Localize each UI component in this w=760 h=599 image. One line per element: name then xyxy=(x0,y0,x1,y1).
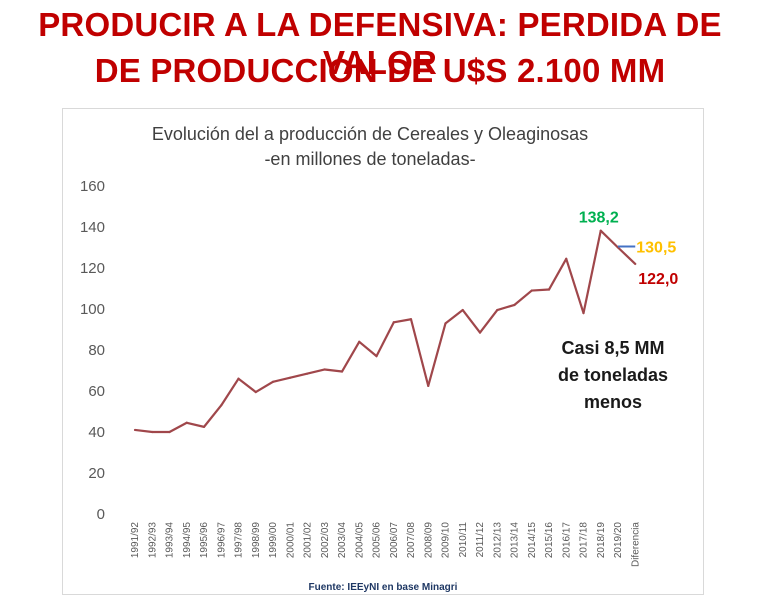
production-line-segment xyxy=(289,372,309,379)
x-tick-label: 2017/18 xyxy=(579,522,590,559)
x-tick-label: 1997/98 xyxy=(234,522,245,559)
production-line-segment xyxy=(254,380,275,394)
x-tick-label: 1996/97 xyxy=(216,522,227,559)
loss-annotation-line-3: menos xyxy=(584,392,642,412)
x-tick-label: 2002/03 xyxy=(320,522,331,559)
production-line-segment xyxy=(358,340,378,358)
production-line-segment xyxy=(547,257,568,291)
final-value-label: 122,0 xyxy=(638,271,678,288)
x-tick-label: 2000/01 xyxy=(285,522,296,559)
production-line-segment xyxy=(616,246,637,265)
headline-line-1: PRODUCIR A LA DEFENSIVA: PERDIDA DE VALO… xyxy=(38,6,722,81)
loss-annotation-line-1: Casi 8,5 MM xyxy=(561,338,664,358)
x-tick-label: 2016/17 xyxy=(561,522,572,559)
x-tick-label: 1993/94 xyxy=(165,522,176,559)
x-tick-label: 2005/06 xyxy=(372,522,383,559)
chart-title: Evolución del a producción de Cereales y… xyxy=(152,124,588,144)
production-line-segment xyxy=(220,377,240,407)
production-line-segment xyxy=(375,321,395,358)
y-tick-label: 120 xyxy=(80,260,105,277)
production-line-segment xyxy=(530,288,551,292)
x-tick-label: 1995/96 xyxy=(199,522,210,559)
x-axis: 1991/92 1992/93 1993/94 1994/95 1995/96 1996/… xyxy=(130,522,641,567)
peak-value-label: 138,2 xyxy=(579,210,619,227)
x-tick-label: 2004/05 xyxy=(354,522,365,559)
x-tick-label: 2003/04 xyxy=(337,522,348,559)
headline-line-2: DE PRODUCCION DE U$S 2.100 MM xyxy=(94,52,666,89)
x-tick-label: 1992/93 xyxy=(147,522,158,559)
production-line-segment xyxy=(513,289,533,306)
x-tick-label: 2009/10 xyxy=(441,522,452,559)
loss-annotation-line-2: de toneladas xyxy=(558,365,668,385)
production-line-segment xyxy=(202,404,223,428)
x-tick-label: 2011/12 xyxy=(475,522,486,558)
production-line-segment xyxy=(582,229,602,315)
production-line-segment xyxy=(323,368,344,373)
y-tick-label: 0 xyxy=(97,506,105,523)
production-line-segment xyxy=(409,318,430,387)
production-line-segment xyxy=(271,376,292,383)
production-line-segment xyxy=(168,421,188,434)
x-tick-label: 2008/09 xyxy=(423,522,434,559)
y-tick-label: 20 xyxy=(88,465,105,482)
x-tick-label: 1999/00 xyxy=(268,522,279,559)
production-line-segment xyxy=(444,308,464,325)
production-line-segment xyxy=(133,428,154,434)
x-tick-label: 2006/07 xyxy=(389,522,400,559)
x-tick-label: 2018/19 xyxy=(596,522,607,559)
production-line-segment xyxy=(306,368,326,375)
production-line-segment xyxy=(392,318,413,324)
y-tick-label: 60 xyxy=(88,383,105,400)
x-tick-label: 2010/11 xyxy=(458,522,469,558)
production-line-segment xyxy=(599,229,620,249)
x-tick-label: 2007/08 xyxy=(406,522,417,559)
y-tick-label: 160 xyxy=(80,178,105,195)
x-tick-label: 2012/13 xyxy=(492,522,503,559)
chart-panel: Evolución del a producción de Cereales y… xyxy=(62,108,704,595)
y-tick-label: 140 xyxy=(80,219,105,236)
production-line-segment xyxy=(185,421,206,428)
production-line-segment xyxy=(478,308,499,334)
y-tick-label: 40 xyxy=(88,424,105,441)
y-tick-label: 80 xyxy=(88,342,105,359)
production-line-segment xyxy=(565,257,585,315)
production-line-segment xyxy=(340,340,361,373)
x-tick-label: 2014/15 xyxy=(527,522,538,559)
x-tick-label: 1994/95 xyxy=(182,522,193,559)
x-tick-label: 2019/20 xyxy=(613,522,624,559)
plot-area xyxy=(133,229,637,434)
production-line-segment xyxy=(237,377,257,394)
x-tick-label: 2015/16 xyxy=(544,522,555,559)
x-tick-label: 1998/99 xyxy=(251,522,262,559)
production-line-segment xyxy=(496,303,516,312)
x-tick-label: 1991/92 xyxy=(130,522,141,559)
chart-subtitle: -en millones de toneladas- xyxy=(264,149,475,169)
x-tick-label: Diferencia xyxy=(630,522,641,567)
y-tick-label: 100 xyxy=(80,301,105,318)
production-line-chart: Evolución del a producción de Cereales y… xyxy=(80,124,678,593)
production-line-segment xyxy=(427,322,447,387)
x-tick-label: 2001/02 xyxy=(303,522,314,559)
production-line-segment xyxy=(461,308,482,334)
x-tick-label: 2013/14 xyxy=(510,522,521,559)
expected-value-label: 130,5 xyxy=(636,239,676,256)
y-axis: 0 20 40 60 80 100 120 140 160 xyxy=(80,178,105,523)
source-note: Fuente: IEEyNI en base Minagri xyxy=(309,582,458,593)
